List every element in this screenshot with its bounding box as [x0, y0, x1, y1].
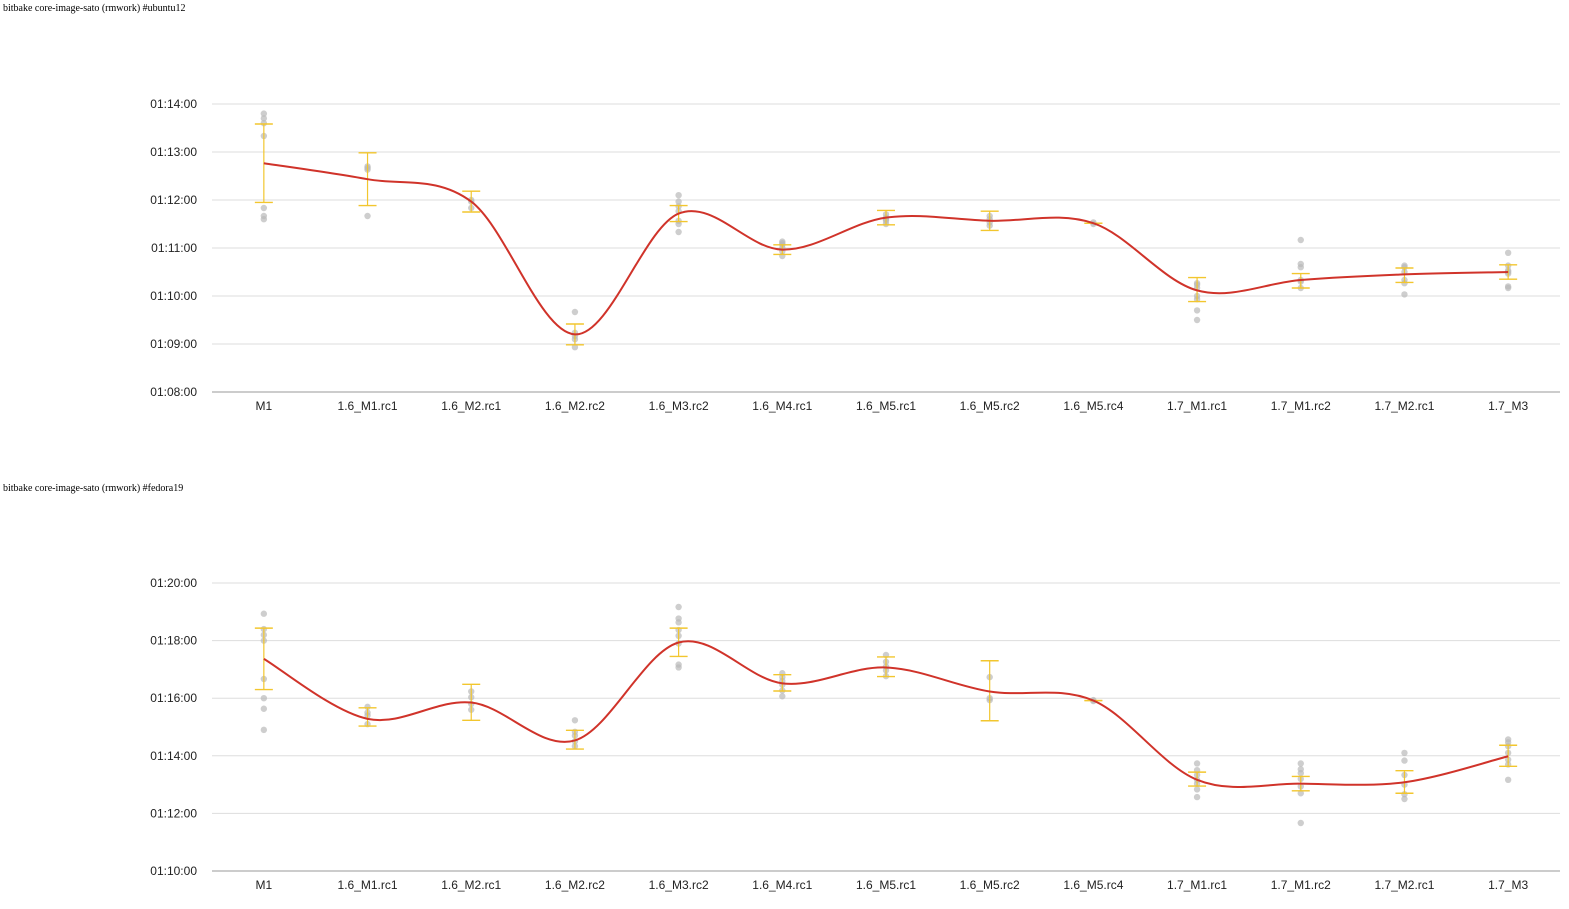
- sample-point: [675, 603, 682, 611]
- sample-point: [1504, 284, 1512, 292]
- x-tick-label: 1.6_M2.rc1: [441, 878, 501, 892]
- sample-point: [1504, 776, 1512, 783]
- chart-title: bitbake core-image-sato (rmwork) #ubuntu…: [3, 3, 186, 14]
- sample-point: [260, 726, 268, 734]
- y-tick-label: 01:11:00: [151, 241, 197, 255]
- x-tick-label: 1.6_M2.rc2: [545, 878, 605, 892]
- x-tick-label: 1.6_M5.rc1: [856, 399, 916, 413]
- x-tick-label: 1.6_M1.rc1: [338, 878, 398, 892]
- sample-point: [260, 695, 268, 702]
- x-tick-label: 1.7_M2.rc1: [1374, 399, 1434, 413]
- series-line: [263, 640, 1509, 788]
- sample-points: [260, 603, 1512, 827]
- sample-point: [260, 115, 268, 122]
- y-tick-label: 01:18:00: [150, 634, 197, 648]
- x-tick-label: 1.6_M5.rc1: [856, 878, 916, 892]
- x-tick-label: 1.6_M3.rc2: [649, 399, 709, 413]
- sample-point: [675, 192, 682, 199]
- gridlines: [212, 582, 1560, 872]
- sample-point: [675, 619, 682, 626]
- x-tick-label: 1.6_M5.rc2: [960, 878, 1020, 892]
- sample-point: [779, 693, 786, 700]
- x-tick-label: 1.7_M3: [1488, 878, 1528, 892]
- sample-point: [1504, 249, 1512, 256]
- x-tick-label: 1.6_M5.rc4: [1063, 878, 1123, 892]
- sample-point: [260, 120, 268, 127]
- gridlines: [212, 103, 1560, 393]
- sample-point: [1297, 760, 1304, 767]
- x-tick-label: 1.6_M1.rc1: [338, 399, 398, 413]
- sample-point: [1193, 316, 1201, 324]
- sample-point: [1401, 749, 1408, 757]
- x-tick-label: 1.7_M3: [1488, 399, 1528, 413]
- sample-point: [1401, 757, 1408, 764]
- chart-ubuntu12-plot: 01:08:00 01:09:00 01:10:00 01:11:00 01:12:00…: [150, 97, 1560, 413]
- y-tick-label: 01:12:00: [150, 806, 197, 820]
- sample-point: [260, 610, 268, 617]
- y-tick-label: 01:12:00: [150, 193, 197, 207]
- sample-point: [1297, 264, 1304, 271]
- y-tick-label: 01:13:00: [150, 145, 197, 159]
- error-bars: [254, 123, 1518, 346]
- sample-point: [1297, 769, 1304, 777]
- x-tick-label: 1.6_M4.rc1: [752, 878, 812, 892]
- sample-point: [1401, 264, 1408, 271]
- sample-point: [1193, 307, 1201, 314]
- sample-point: [364, 212, 371, 220]
- sample-point: [1297, 236, 1304, 244]
- chart-fedora19: bitbake core-image-sato (rmwork) #fedora…: [0, 480, 1569, 909]
- sample-point: [1401, 795, 1408, 803]
- sample-point: [571, 717, 579, 724]
- sample-point: [260, 216, 268, 223]
- chart-ubuntu12: bitbake core-image-sato (rmwork) #ubuntu…: [3, 3, 1560, 413]
- sample-point: [1297, 819, 1304, 827]
- x-tick-label: 1.6_M5.rc4: [1063, 399, 1123, 413]
- chart-title: bitbake core-image-sato (rmwork) #fedora…: [3, 483, 184, 494]
- y-tick-label: 01:16:00: [150, 691, 197, 705]
- x-tick-label: M1: [256, 878, 273, 892]
- sample-point: [571, 308, 579, 316]
- sample-point: [1193, 793, 1201, 801]
- sample-point: [260, 204, 268, 212]
- sample-point: [1193, 760, 1201, 767]
- sample-point: [675, 664, 682, 671]
- x-tick-label: 1.7_M1.rc2: [1271, 399, 1331, 413]
- y-tick-label: 01:10:00: [150, 864, 197, 878]
- sample-point: [571, 344, 579, 351]
- y-tick-label: 01:14:00: [150, 97, 197, 111]
- sample-point: [675, 220, 682, 228]
- x-tick-label: 1.7_M1.rc1: [1167, 399, 1227, 413]
- sample-point: [1401, 280, 1408, 287]
- sample-point: [1401, 291, 1408, 298]
- x-tick-label: M1: [256, 399, 273, 413]
- series-line: [263, 162, 1509, 336]
- x-tick-label: 1.6_M2.rc2: [545, 399, 605, 413]
- sample-point: [260, 705, 268, 712]
- x-tick-label: 1.6_M3.rc2: [649, 878, 709, 892]
- x-tick-label: 1.7_M1.rc2: [1271, 878, 1331, 892]
- sample-points: [260, 110, 1512, 351]
- y-tick-label: 01:08:00: [150, 385, 197, 399]
- x-tick-label: 1.6_M4.rc1: [752, 399, 812, 413]
- x-tick-label: 1.6_M5.rc2: [960, 399, 1020, 413]
- y-tick-label: 01:20:00: [150, 576, 197, 590]
- x-tick-label: 1.7_M1.rc1: [1167, 878, 1227, 892]
- y-tick-label: 01:09:00: [150, 337, 197, 351]
- sample-point: [260, 110, 268, 117]
- y-tick-label: 01:10:00: [150, 289, 197, 303]
- x-tick-label: 1.6_M2.rc1: [441, 399, 501, 413]
- x-tick-label: 1.7_M2.rc1: [1374, 878, 1434, 892]
- chart-fedora19-plot: 01:10:00 01:12:00 01:14:00 01:16:00 01:18:00…: [150, 576, 1560, 892]
- sample-point: [675, 228, 682, 236]
- sample-point: [1297, 790, 1304, 797]
- y-tick-label: 01:14:00: [150, 749, 197, 763]
- sample-point: [1193, 786, 1201, 793]
- sample-point: [675, 198, 682, 205]
